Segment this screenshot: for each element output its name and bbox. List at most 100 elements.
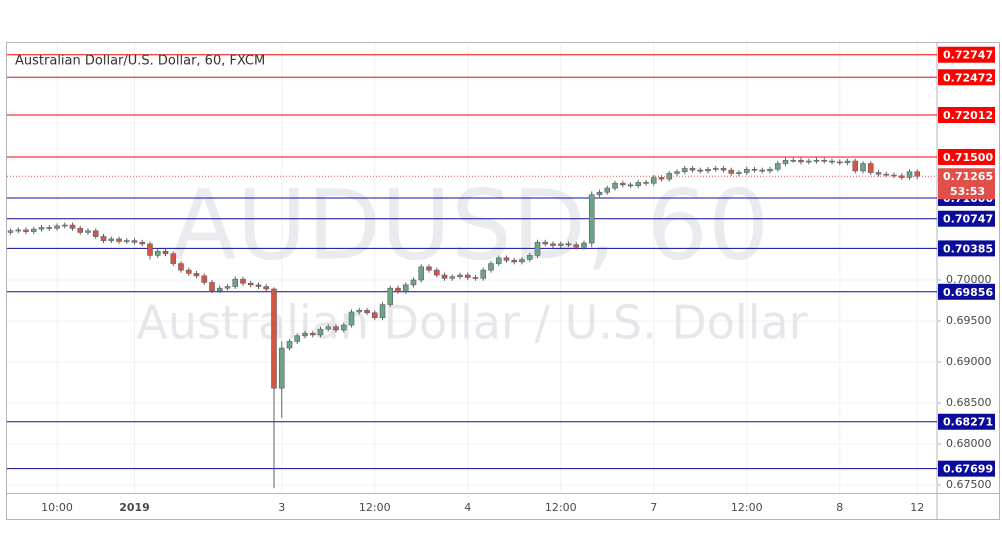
candle-body bbox=[178, 263, 184, 271]
level-label-box bbox=[938, 413, 995, 430]
candle-body bbox=[426, 266, 432, 271]
watermark-subtitle: Australian Dollar / U.S. Dollar bbox=[136, 296, 807, 350]
candle-body bbox=[294, 335, 301, 342]
candle-body bbox=[317, 328, 324, 336]
candle-body bbox=[240, 278, 246, 284]
x-tick-label: 3 bbox=[278, 501, 285, 514]
candle-body bbox=[364, 310, 370, 314]
candle-body bbox=[418, 266, 425, 281]
candle-body bbox=[604, 187, 611, 193]
candle-body bbox=[433, 269, 440, 276]
candle-body bbox=[720, 168, 727, 171]
candle-body bbox=[85, 230, 91, 233]
candle-body bbox=[402, 284, 409, 292]
candle-body bbox=[829, 160, 835, 163]
y-tick-label: 0.68500 bbox=[946, 396, 992, 409]
candle-body bbox=[147, 243, 153, 256]
candle-body bbox=[674, 171, 680, 174]
last-price-label: 0.71265 bbox=[943, 170, 993, 183]
candle-body bbox=[852, 160, 859, 172]
candle-body bbox=[193, 273, 200, 277]
candle-body bbox=[185, 269, 192, 274]
candle-body bbox=[131, 240, 138, 243]
level-label: 0.68271 bbox=[943, 416, 993, 429]
candle-body bbox=[54, 225, 60, 229]
level-label: 0.70385 bbox=[943, 242, 993, 255]
candle-body bbox=[844, 160, 851, 164]
candle-body bbox=[123, 240, 130, 242]
candle-body bbox=[154, 250, 161, 256]
x-tick-label: 12:00 bbox=[359, 501, 391, 514]
candle-body bbox=[278, 347, 285, 389]
candle-body bbox=[511, 259, 518, 263]
candle-body bbox=[805, 160, 812, 163]
candle-body bbox=[697, 169, 704, 172]
candle-body bbox=[612, 182, 618, 189]
candle-body bbox=[395, 287, 401, 292]
candle-body bbox=[309, 332, 316, 336]
level-label: 0.72747 bbox=[943, 49, 993, 62]
candle-body bbox=[813, 159, 820, 162]
candle-body bbox=[743, 168, 750, 173]
level-label-box bbox=[938, 69, 995, 86]
candle-body bbox=[565, 243, 572, 246]
level-label: 0.69856 bbox=[943, 286, 993, 299]
watermark: AUDUSD, 60 bbox=[171, 169, 769, 281]
level-label-box bbox=[938, 283, 995, 300]
candle-body bbox=[875, 172, 882, 175]
candle-body bbox=[371, 312, 378, 318]
candle-body bbox=[457, 274, 463, 277]
y-tick-label: 0.67500 bbox=[946, 478, 992, 491]
candle-body bbox=[557, 243, 564, 246]
frame bbox=[6, 42, 1000, 520]
candle-body bbox=[410, 279, 417, 286]
candle-body bbox=[627, 184, 634, 187]
candle-body bbox=[821, 159, 828, 162]
candle-body bbox=[441, 274, 448, 279]
x-tick-label: 12:00 bbox=[731, 501, 763, 514]
candle-body bbox=[526, 255, 533, 260]
level-label-box bbox=[938, 210, 995, 227]
candle-body bbox=[689, 168, 696, 171]
x-tick-label: 10:00 bbox=[41, 501, 73, 514]
candle-body bbox=[860, 163, 866, 172]
candle-body bbox=[658, 177, 665, 180]
candle-body bbox=[23, 229, 29, 232]
candle-body bbox=[681, 168, 688, 173]
level-label-box bbox=[938, 106, 995, 123]
level-label: 0.70747 bbox=[943, 213, 993, 226]
candle-body bbox=[728, 169, 735, 174]
candle-body bbox=[495, 257, 502, 264]
candle-body bbox=[247, 282, 254, 286]
candle-body bbox=[7, 230, 14, 233]
candle-body bbox=[751, 168, 758, 171]
candle-body bbox=[255, 284, 262, 287]
candle-body bbox=[139, 241, 146, 245]
candle-body bbox=[534, 241, 541, 256]
candle-body bbox=[774, 163, 781, 170]
candle-body bbox=[38, 227, 45, 230]
y-tick-label: 0.69000 bbox=[946, 355, 992, 368]
candle-body bbox=[635, 182, 642, 186]
chart-title: Australian Dollar/U.S. Dollar, 60, FXCM bbox=[15, 54, 265, 69]
candle-body bbox=[30, 228, 37, 232]
candle-body bbox=[906, 171, 913, 178]
candle-body bbox=[914, 171, 921, 177]
candle-body bbox=[472, 277, 479, 279]
level-label-box bbox=[938, 460, 995, 477]
candle-body bbox=[46, 227, 53, 229]
candle-body bbox=[712, 168, 719, 170]
candle-body bbox=[15, 229, 22, 232]
candle-body bbox=[798, 159, 804, 163]
candle-body bbox=[271, 288, 277, 389]
candle-body bbox=[891, 174, 897, 177]
candle-body bbox=[340, 324, 347, 331]
level-label-box bbox=[938, 148, 995, 165]
level-label: 0.72472 bbox=[943, 71, 993, 84]
x-tick-label: 8 bbox=[836, 501, 843, 514]
candle-body bbox=[232, 278, 239, 287]
candle-body bbox=[650, 177, 657, 184]
last-price-box bbox=[938, 168, 995, 200]
candle-body bbox=[573, 244, 580, 248]
